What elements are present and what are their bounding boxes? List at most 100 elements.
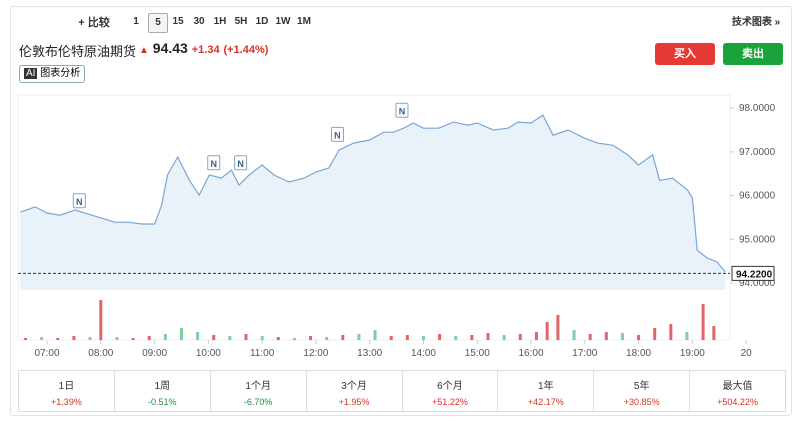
change-pct: (+1.44%) — [223, 44, 269, 56]
volume-bar — [357, 334, 361, 340]
buy-button[interactable]: 买入 — [655, 43, 715, 65]
news-marker — [330, 126, 344, 142]
volume-bar — [292, 338, 296, 340]
volume-bar — [24, 338, 28, 340]
volume-bar — [228, 336, 232, 340]
period-cell[interactable]: 1日 +1.39% — [19, 371, 115, 411]
volume-bar — [701, 304, 705, 340]
change: +1.34 — [191, 44, 220, 56]
volume-bar — [470, 335, 474, 340]
news-marker — [72, 193, 86, 209]
volume-bar — [196, 332, 200, 340]
volume-bar — [572, 330, 576, 340]
instrument-name: 伦敦布伦特原油期货 — [19, 44, 137, 59]
period-cell[interactable]: 1个月 -6.70% — [211, 371, 307, 411]
volume-bar — [88, 337, 92, 340]
compare-label: 比较 — [87, 17, 110, 29]
x-tick-label: 11:00 — [250, 348, 275, 359]
period-label: 1日 — [58, 381, 75, 392]
news-marker-label: N — [334, 130, 341, 140]
news-marker — [395, 102, 409, 118]
volume-bar — [712, 326, 716, 340]
period-change: +42.17% — [527, 397, 564, 407]
interval-button[interactable]: 1W — [275, 16, 291, 27]
volume-bar — [588, 334, 592, 340]
period-change: +504.22% — [717, 397, 758, 407]
volume-bar — [637, 335, 641, 340]
volume-bar — [40, 337, 44, 340]
period-cell[interactable]: 5年 +30.85% — [594, 371, 691, 411]
volume-bar — [454, 336, 458, 340]
price-area — [20, 115, 726, 290]
last-price-box — [731, 265, 775, 281]
volume-bar — [518, 334, 522, 340]
interval-button[interactable]: 1H — [213, 16, 227, 27]
volume-bar — [56, 338, 60, 340]
volume-bar — [244, 334, 248, 340]
period-label: 1年 — [538, 381, 554, 392]
volume-bar — [131, 338, 135, 340]
sell-button[interactable]: 卖出 — [723, 43, 783, 65]
news-marker-label: N — [237, 159, 244, 169]
period-cell[interactable]: 1年 +42.17% — [498, 371, 595, 411]
news-marker-label: N — [399, 106, 406, 116]
volume-bar — [502, 335, 506, 340]
period-label: 3个月 — [341, 381, 367, 392]
volume-bar — [534, 332, 538, 340]
volume-bar — [212, 335, 216, 340]
last-price-label: 94.2200 — [736, 269, 773, 280]
period-cell[interactable]: 1周 -0.51% — [115, 371, 211, 411]
compare-button[interactable]: + 比较 — [78, 17, 110, 29]
period-change: +51.22% — [432, 397, 468, 407]
news-marker — [207, 155, 221, 171]
period-label: 6个月 — [437, 381, 463, 392]
volume-bar — [685, 332, 689, 340]
volume-bar — [421, 336, 425, 340]
interval-button[interactable]: 5 — [148, 13, 168, 33]
x-tick-label: 10:00 — [196, 348, 221, 359]
price-line — [20, 114, 726, 273]
period-label: 5年 — [633, 381, 650, 392]
volume-bar — [545, 322, 549, 340]
interval-button[interactable]: 15 — [172, 16, 184, 27]
y-tick-label: 94.0000 — [739, 278, 776, 289]
volume-bar — [486, 333, 490, 340]
x-tick-label: 09:00 — [142, 348, 167, 359]
y-tick-label: 98.0000 — [739, 103, 776, 114]
x-tick-label: 07:00 — [35, 348, 60, 359]
volume-bar — [115, 337, 119, 340]
y-tick-label: 95.0000 — [739, 234, 776, 245]
price: 94.43 — [152, 40, 188, 56]
interval-button[interactable]: 5H — [234, 16, 248, 27]
period-cell[interactable]: 6个月 +51.22% — [403, 371, 499, 411]
price-chart: 94.0000 95.0000 96.0000 97.0000 98.0000 07:00… — [17, 94, 776, 359]
interval-button[interactable]: 1M — [297, 16, 311, 27]
volume-bar — [389, 336, 393, 340]
x-tick-label: 13:00 — [357, 348, 382, 359]
x-tick-label: 14:00 — [411, 348, 436, 359]
volume-bar — [556, 315, 560, 340]
volume-bar — [260, 336, 264, 340]
volume-bar — [147, 336, 151, 340]
volume-bar — [163, 334, 167, 340]
volume-bar — [604, 332, 608, 340]
interval-button[interactable]: 1D — [255, 16, 269, 27]
tech-chart-link[interactable]: 技术图表 » — [731, 17, 781, 28]
news-marker-label: N — [76, 197, 83, 207]
volume-bar — [99, 300, 103, 340]
volume-bar — [405, 335, 409, 340]
ai-analysis-button[interactable]: AI 图表分析 — [19, 65, 86, 83]
x-tick-label: 12:00 — [303, 348, 328, 359]
period-change: -6.70% — [243, 397, 273, 407]
period-change: +1.95% — [338, 397, 370, 407]
period-cell[interactable]: 最大值 +504.22% — [690, 371, 785, 411]
interval-button[interactable]: 1 — [133, 16, 139, 27]
x-tick-label: 20 — [741, 348, 753, 359]
period-change: -0.51% — [148, 397, 177, 407]
x-tick-label: 08:00 — [88, 348, 113, 359]
interval-button[interactable]: 30 — [193, 16, 205, 27]
volume-bar — [669, 324, 673, 340]
y-tick-label: 97.0000 — [739, 147, 776, 158]
x-tick-label: 17:00 — [572, 348, 597, 359]
period-cell[interactable]: 3个月 +1.95% — [307, 371, 403, 411]
